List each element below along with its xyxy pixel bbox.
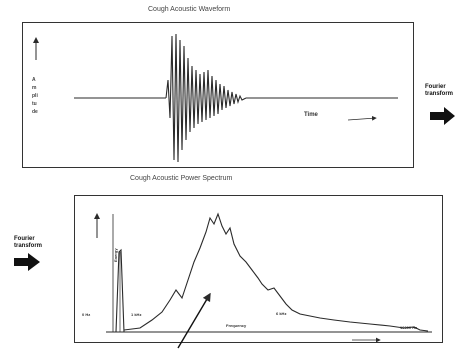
fourier-right-line2: transform — [425, 91, 454, 97]
waveform-time-arrow — [347, 115, 377, 121]
spectrum-panel — [74, 195, 443, 343]
spectrum-low-label: 0 Hz — [82, 312, 91, 317]
spectrum-low-spike — [115, 248, 125, 333]
fourier-arrow-right — [430, 107, 455, 125]
spectrum-title: Cough Acoustic Power Spectrum — [130, 175, 233, 182]
fourier-left-line1: Fourier — [14, 236, 35, 242]
spectrum-peak-label: 1 kHz — [131, 312, 142, 317]
waveform-xlabel: Time — [304, 112, 318, 118]
waveform-title: Cough Acoustic Waveform — [148, 6, 231, 13]
waveform-panel — [22, 22, 414, 168]
fourier-arrow-left — [14, 253, 40, 271]
spectrum-pointer-arrow — [177, 292, 211, 349]
waveform-signal — [165, 33, 247, 163]
fourier-right-line1: Fourier — [425, 84, 446, 90]
waveform-ylabel: Amplitude — [32, 77, 38, 115]
spectrum-xlabel: Frequency — [226, 323, 247, 328]
spectrum-curve — [123, 212, 429, 332]
spectrum-mid-label: 6 kHz — [276, 311, 287, 316]
fourier-label-right: Fourier transform — [425, 84, 453, 98]
fourier-left-line2: transform — [14, 243, 43, 249]
fourier-label-left: Fourier transform — [14, 236, 42, 250]
